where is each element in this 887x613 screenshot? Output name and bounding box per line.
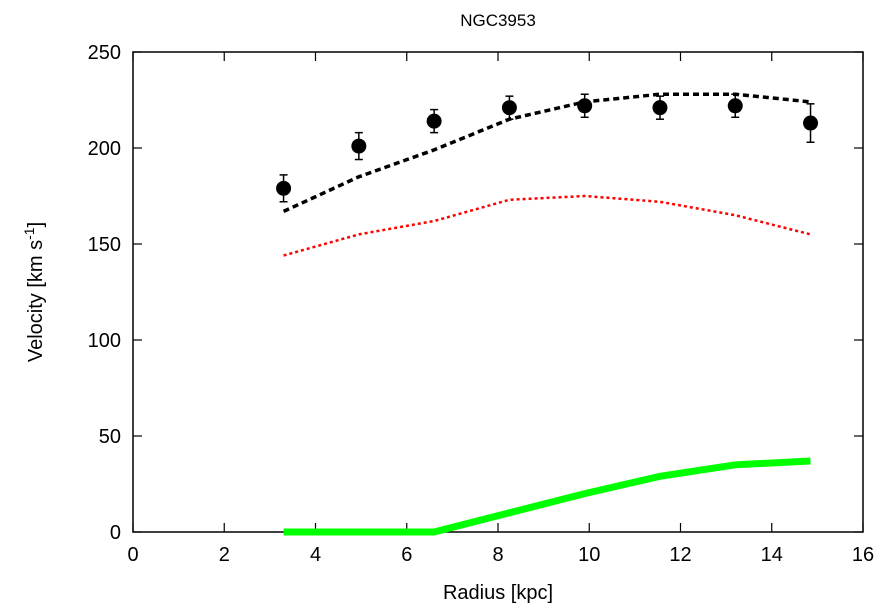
series-line-dashed: [282, 92, 811, 213]
x-tick-label: 10: [578, 544, 600, 566]
x-tick-label: 12: [669, 544, 691, 566]
series-group: [282, 92, 811, 536]
axis-ticks: 0 2 4 6 8 10 12 14 16 0 50 100 150 200 250: [88, 42, 875, 566]
data-point: [351, 138, 367, 154]
y-tick-label: 150: [88, 234, 121, 256]
x-tick-label: 8: [492, 544, 503, 566]
series-line-thick: [283, 457, 811, 536]
x-tick-label: 0: [127, 544, 138, 566]
y-tick-label: 50: [99, 426, 121, 448]
chart-title: NGC3953: [460, 11, 536, 30]
y-tick-label: 0: [110, 522, 121, 544]
data-point: [426, 113, 442, 129]
x-tick-label: 6: [401, 544, 412, 566]
data-point: [577, 98, 593, 114]
data-point: [803, 115, 819, 131]
data-point: [652, 100, 668, 116]
x-tick-label: 14: [761, 544, 783, 566]
x-tick-label: 4: [310, 544, 321, 566]
data-point: [276, 180, 292, 196]
data-point: [727, 98, 743, 114]
y-axis-label-close: ]: [25, 222, 47, 228]
y-axis-label: Velocity [km s-1]: [21, 222, 47, 362]
y-tick-label: 100: [88, 330, 121, 352]
y-axis-label-main: Velocity [km s: [25, 240, 47, 362]
data-points-group: [276, 93, 819, 203]
x-tick-label: 16: [852, 544, 874, 566]
data-point: [501, 100, 517, 116]
x-axis-label: Radius [kpc]: [443, 582, 553, 604]
y-tick-label: 250: [88, 42, 121, 64]
y-tick-label: 200: [88, 138, 121, 160]
y-axis-label-superscript: -1: [21, 227, 37, 240]
series-line-dotted: [283, 194, 811, 257]
x-tick-label: 2: [219, 544, 230, 566]
